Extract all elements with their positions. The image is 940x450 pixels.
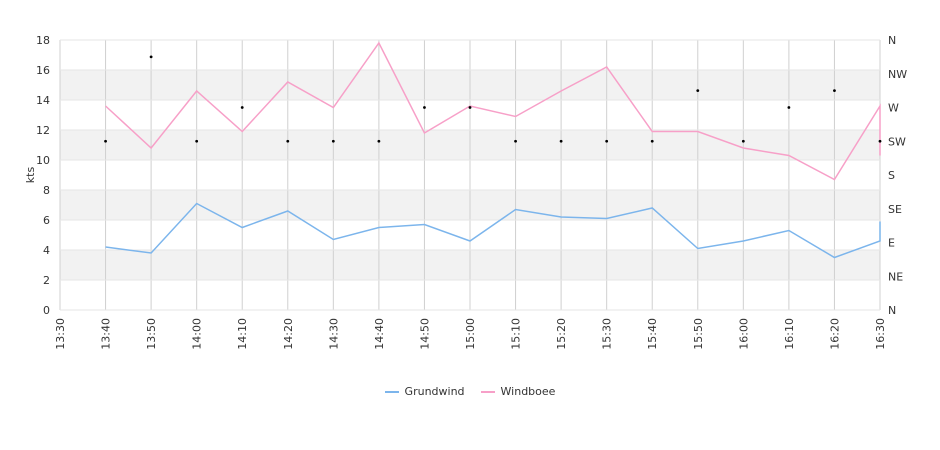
vertical-gridlines [59,40,881,310]
direction-marker [195,139,199,143]
direction-markers [104,55,882,143]
x-tick-label: 15:40 [646,318,659,350]
direction-marker [741,139,745,143]
direction-tick-label: E [888,237,895,250]
y-tick-label: 2 [43,274,50,287]
y-tick-label: 10 [36,154,50,167]
x-tick-label: 16:00 [737,318,750,350]
horizontal-gridlines [60,39,880,311]
direction-tick-label: S [888,169,895,182]
x-tick-label: 15:00 [464,318,477,350]
y-tick-label: 0 [43,304,50,317]
x-tick-label: 13:30 [54,318,67,350]
direction-marker [605,139,609,143]
direction-marker [787,106,791,109]
direction-tick-label: W [888,102,899,115]
y-tick-label: 12 [36,124,50,137]
direction-marker [878,139,882,143]
x-axis-ticks: 13:30 13:40 13:50 14:00 14:10 14:20 14:30 14:40… [54,318,887,350]
legend-label: Grundwind [404,385,465,398]
legend-swatch [384,390,399,393]
legend: Grundwind Windboee [0,385,940,398]
direction-tick-label: SW [888,135,906,148]
direction-tick-label: NW [888,68,907,81]
series-line-windboee [105,41,881,181]
direction-marker [104,139,107,143]
direction-marker [423,106,426,109]
y-tick-label: 8 [43,184,50,197]
y-tick-label: 16 [36,64,50,77]
x-tick-label: 14:00 [191,318,204,350]
x-tick-label: 16:20 [828,318,841,350]
direction-marker [331,139,335,143]
wind-chart: 0 2 4 6 8 10 12 14 16 18 N NE E SE S SW W NW N 13:30 13:40… [24,34,907,350]
legend-swatch [480,390,495,393]
x-tick-label: 15:10 [510,318,523,350]
y-axis-label: kts [24,167,37,184]
series-line-grundwind [105,202,881,259]
x-tick-label: 14:30 [327,318,340,350]
series-lines [105,41,881,259]
x-tick-label: 14:40 [373,318,386,350]
x-tick-label: 13:50 [145,318,158,350]
direction-marker [650,139,654,143]
direction-marker [559,139,563,143]
x-tick-label: 16:30 [874,318,887,350]
direction-tick-label: SE [888,203,902,216]
legend-label: Windboee [500,385,556,398]
direction-axis-ticks: N NE E SE S SW W NW N [888,34,907,317]
x-tick-label: 15:20 [555,318,568,350]
direction-tick-label: N [888,304,896,317]
direction-tick-label: NE [888,270,903,283]
x-tick-label: 14:20 [282,318,295,350]
x-tick-label: 15:50 [692,318,705,350]
y-axis-ticks: 0 2 4 6 8 10 12 14 16 18 [36,34,50,317]
y-tick-label: 6 [43,214,50,227]
direction-marker [468,106,472,109]
direction-marker [696,89,700,93]
direction-marker [377,139,381,143]
x-tick-label: 13:40 [100,318,113,350]
direction-marker [514,139,517,143]
direction-marker [149,55,153,59]
x-tick-label: 15:30 [601,318,614,350]
direction-marker [286,139,290,143]
direction-marker [833,89,836,93]
legend-item-windboee[interactable]: Windboee [480,385,556,398]
x-tick-label: 14:10 [236,318,249,350]
y-tick-label: 18 [36,34,50,47]
y-tick-label: 4 [43,244,50,257]
x-tick-label: 16:10 [783,318,796,350]
direction-tick-label: N [888,34,896,47]
x-tick-label: 14:50 [418,318,431,350]
y-tick-label: 14 [36,94,50,107]
direction-marker [240,106,244,109]
legend-item-grundwind[interactable]: Grundwind [384,385,465,398]
